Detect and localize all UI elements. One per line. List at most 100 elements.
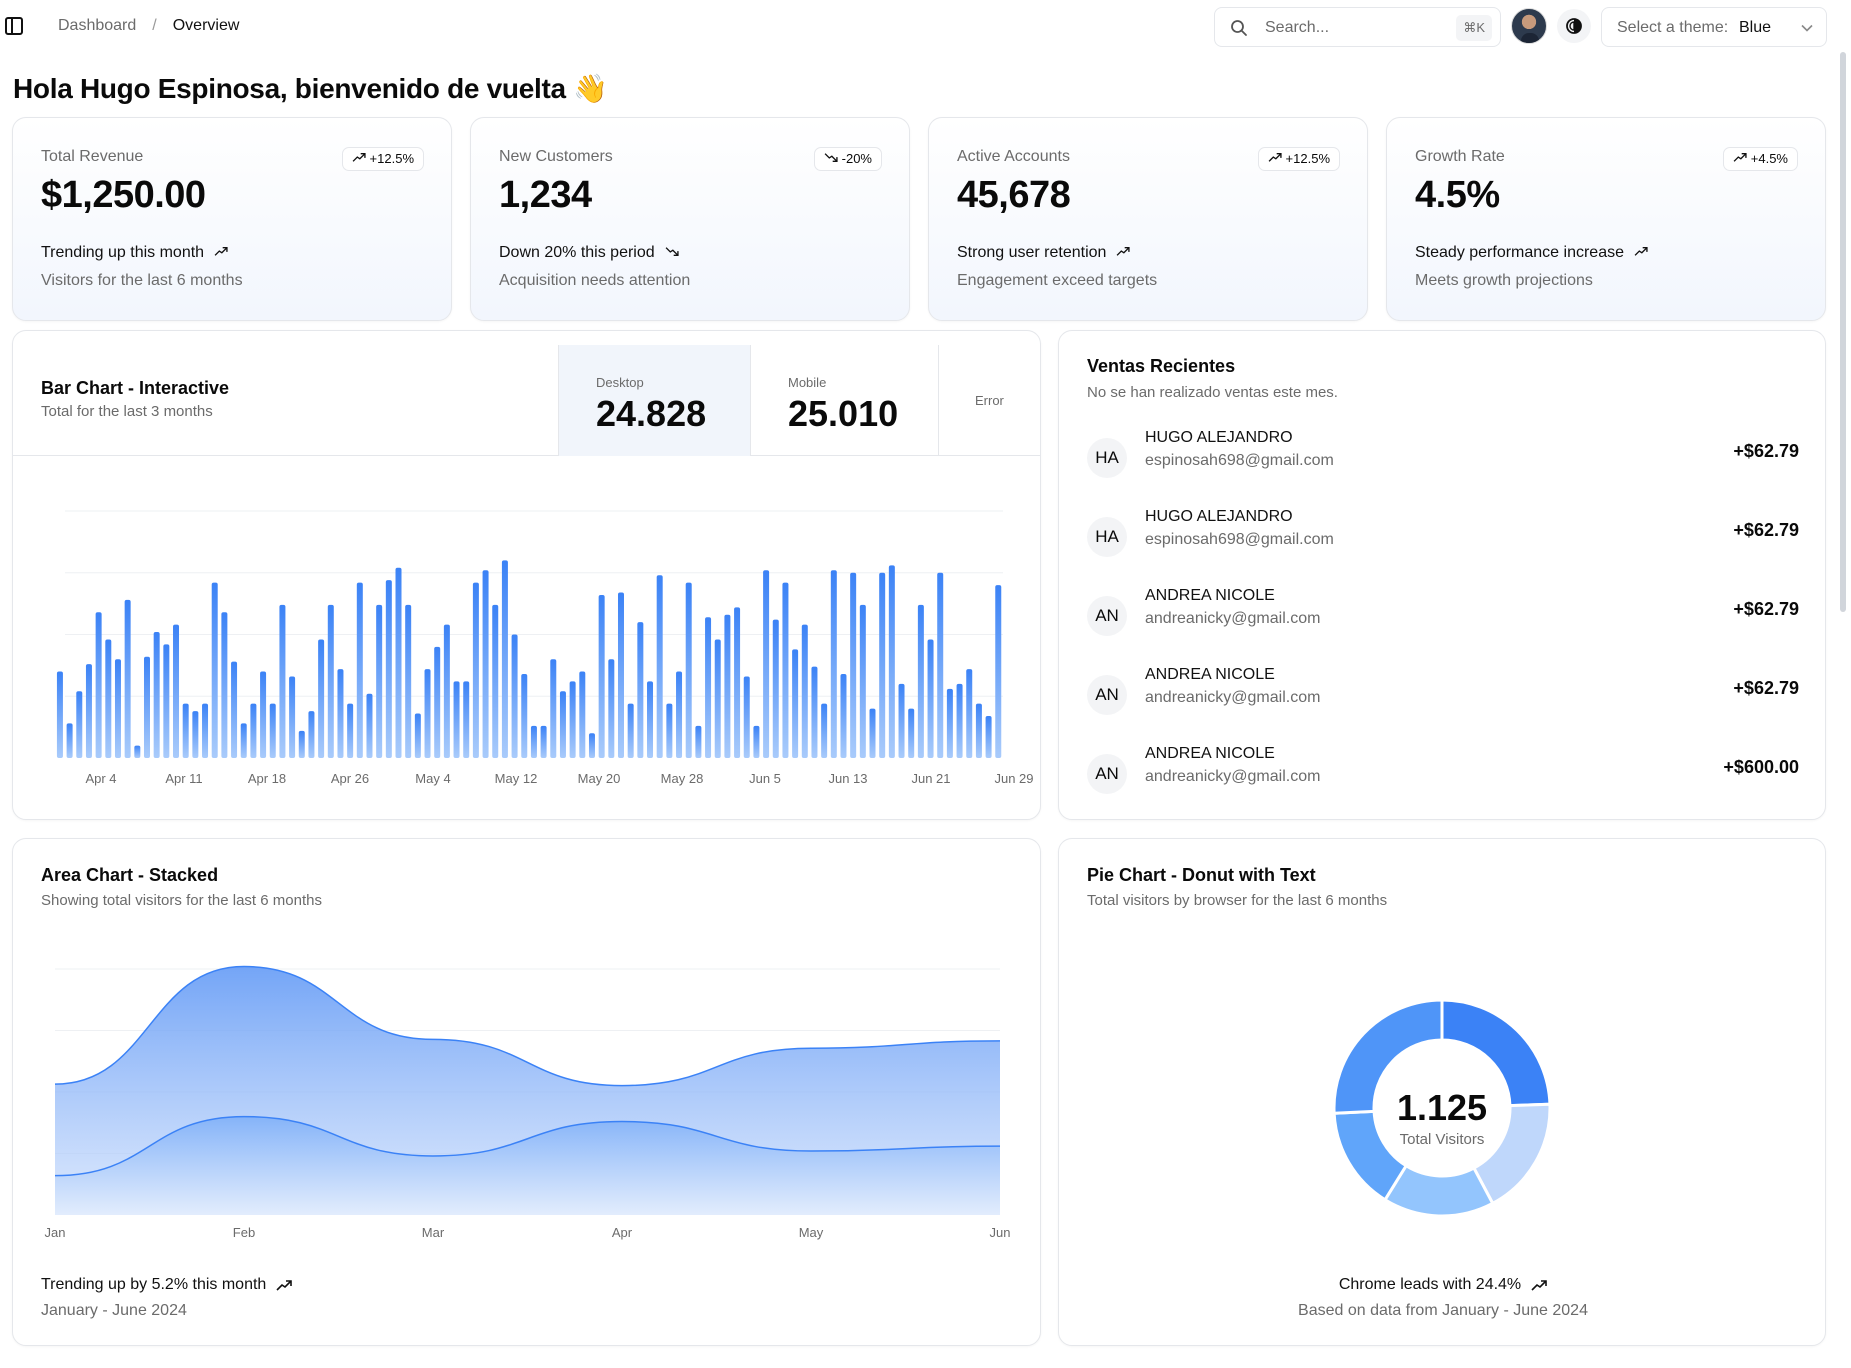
bar xyxy=(656,575,663,758)
stat-value: $1,250.00 xyxy=(41,174,206,216)
stat-label: Growth Rate xyxy=(1415,148,1505,165)
bar xyxy=(260,671,267,758)
bar-chart-card: Bar Chart - Interactive Total for the la… xyxy=(12,330,1041,820)
bar xyxy=(753,725,760,758)
pie-chart-card: Pie Chart - Donut with Text Total visito… xyxy=(1058,838,1826,1346)
area-chart-card: Area Chart - Stacked Showing total visit… xyxy=(12,838,1041,1346)
bar xyxy=(946,688,953,758)
bar xyxy=(385,580,392,758)
bar xyxy=(153,632,160,758)
bar xyxy=(105,639,112,758)
x-tick-label: May xyxy=(799,1225,824,1240)
breadcrumb-separator: / xyxy=(152,17,157,34)
x-tick-label: May 12 xyxy=(495,771,538,786)
trend-arrow-icon xyxy=(1634,244,1648,262)
bar xyxy=(821,703,828,758)
bar xyxy=(734,607,741,758)
stat-trend: Trending up this month xyxy=(41,244,228,262)
bar xyxy=(579,671,586,758)
stat-badge-text: +4.5% xyxy=(1750,151,1788,166)
stat-card: Total Revenue +12.5% $1,250.00 Trending … xyxy=(12,117,452,321)
bar xyxy=(956,683,963,758)
trending-up-icon xyxy=(1531,1280,1547,1291)
trend-arrow-icon xyxy=(824,148,838,170)
bar xyxy=(608,659,615,758)
sale-amount: +$600.00 xyxy=(1723,757,1799,777)
top-bar: Dashboard / Overview Search... ⌘K Select… xyxy=(0,0,1851,52)
sale-amount: +$62.79 xyxy=(1733,599,1799,619)
toggle-mobile[interactable]: Mobile 25.010 xyxy=(750,345,938,456)
sale-customer-name: HUGO ALEJANDRO xyxy=(1145,429,1293,446)
bar xyxy=(647,681,654,758)
stat-card: Growth Rate +4.5% 4.5% Steady performanc… xyxy=(1386,117,1826,321)
sale-item: AN ANDREA NICOLE andreanicky@gmail.com +… xyxy=(1087,666,1799,726)
stat-card: Active Accounts +12.5% 45,678 Strong use… xyxy=(928,117,1368,321)
sales-description: No se han realizado ventas este mes. xyxy=(1087,384,1338,401)
x-tick-label: May 28 xyxy=(661,771,704,786)
stat-trend: Down 20% this period xyxy=(499,244,679,262)
bar xyxy=(995,585,1002,758)
sale-avatar: AN xyxy=(1087,754,1127,794)
x-tick-label: May 4 xyxy=(415,771,450,786)
bar xyxy=(801,624,808,758)
sale-customer-name: ANDREA NICOLE xyxy=(1145,745,1275,762)
donut-center-label: Total Visitors xyxy=(1400,1131,1485,1148)
bar xyxy=(695,725,702,758)
scrollbar[interactable] xyxy=(1840,52,1846,612)
x-tick-label: Mar xyxy=(422,1225,445,1240)
sidebar-toggle-icon[interactable] xyxy=(5,17,23,35)
stat-trend-text: Strong user retention xyxy=(957,244,1107,261)
toggle-error[interactable]: Error xyxy=(938,345,1040,456)
pie-chart-title: Pie Chart - Donut with Text xyxy=(1087,865,1316,885)
x-tick-label: Jan xyxy=(45,1225,66,1240)
bar xyxy=(231,661,238,758)
area-chart-description: Showing total visitors for the last 6 mo… xyxy=(41,892,322,909)
stat-label: New Customers xyxy=(499,148,613,165)
bar xyxy=(424,669,431,758)
toggle-mobile-label: Mobile xyxy=(788,375,827,390)
sale-customer-email: andreanicky@gmail.com xyxy=(1145,768,1321,785)
area-series-bottom-line xyxy=(54,1115,1001,1177)
sale-avatar: AN xyxy=(1087,596,1127,636)
stat-subtitle: Visitors for the last 6 months xyxy=(41,272,243,289)
bar xyxy=(66,723,73,758)
x-tick-label: Jun 5 xyxy=(749,771,781,786)
bar xyxy=(772,619,779,758)
toggle-desktop[interactable]: Desktop 24.828 xyxy=(558,345,750,456)
stat-label: Total Revenue xyxy=(41,148,144,165)
sales-title: Ventas Recientes xyxy=(1087,356,1236,376)
search-input[interactable]: Search... ⌘K xyxy=(1214,7,1501,47)
sale-item: HA HUGO ALEJANDRO espinosah698@gmail.com… xyxy=(1087,508,1799,568)
bar xyxy=(482,570,489,758)
stat-badge-text: +12.5% xyxy=(369,151,414,166)
x-tick-label: Jun 29 xyxy=(994,771,1033,786)
breadcrumb-dashboard[interactable]: Dashboard xyxy=(58,17,137,34)
stat-value: 4.5% xyxy=(1415,174,1500,216)
stat-label: Active Accounts xyxy=(957,148,1070,165)
bar xyxy=(627,703,634,758)
theme-mode-toggle[interactable] xyxy=(1557,9,1591,43)
x-tick-label: Feb xyxy=(233,1225,255,1240)
area-chart-trend-text: Trending up by 5.2% this month xyxy=(41,1276,267,1293)
sale-avatar: HA xyxy=(1087,517,1127,557)
sale-customer-name: HUGO ALEJANDRO xyxy=(1145,508,1293,525)
toggle-mobile-value: 25.010 xyxy=(788,393,899,434)
user-avatar[interactable] xyxy=(1511,8,1547,44)
x-tick-label: May 20 xyxy=(578,771,621,786)
bar xyxy=(743,676,750,758)
bar xyxy=(588,733,595,758)
bar xyxy=(937,572,944,758)
pie-chart-trend-text: Chrome leads with 24.4% xyxy=(1338,1276,1522,1293)
bar xyxy=(472,582,479,758)
bar xyxy=(356,582,363,758)
bar xyxy=(850,572,857,758)
bar xyxy=(559,691,566,758)
bar xyxy=(782,582,789,758)
bar-chart-header: Bar Chart - Interactive Total for the la… xyxy=(13,331,1040,456)
bar xyxy=(530,725,537,758)
bar xyxy=(337,669,344,758)
trend-arrow-icon xyxy=(352,148,366,170)
theme-select[interactable]: Select a theme: Blue xyxy=(1601,7,1827,47)
bar xyxy=(269,703,276,758)
stat-badge-text: -20% xyxy=(841,151,872,166)
